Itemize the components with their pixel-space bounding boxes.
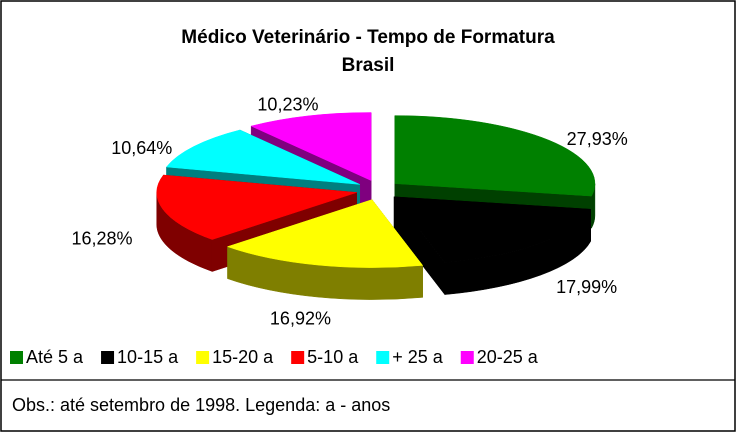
annotation: Obs.: até setembro de 1998. Legenda: a -…	[12, 395, 390, 415]
pie	[156, 112, 596, 300]
legend-swatch	[196, 351, 210, 364]
legend-label: Até 5 a	[26, 347, 84, 367]
slice	[156, 174, 357, 240]
legend-label: 5-10 a	[307, 347, 359, 367]
slice	[393, 196, 592, 263]
data-label: 27,93%	[567, 129, 628, 149]
slice	[165, 129, 360, 185]
legend-label: 15-20 a	[212, 347, 274, 367]
legend-label: + 25 a	[392, 347, 444, 367]
data-label: 16,92%	[270, 309, 331, 329]
legend: Até 5 a 10-15 a 15-20 a 5-10 a + 25 a 20-25 a	[10, 347, 539, 367]
data-label: 17,99%	[556, 277, 617, 297]
legend-swatch	[291, 351, 305, 364]
chart-subtitle: Brasil	[342, 55, 395, 76]
legend-label: 20-25 a	[477, 347, 539, 367]
data-label: 10,23%	[257, 94, 318, 114]
chart-title: Médico Veterinário - Tempo de Formatura	[181, 27, 555, 48]
data-label: 16,28%	[71, 229, 132, 249]
data-label: 10,64%	[111, 138, 172, 158]
legend-swatch	[101, 351, 115, 364]
legend-label: 10-15 a	[117, 347, 179, 367]
legend-swatch	[460, 351, 474, 364]
slice	[394, 115, 596, 197]
legend-swatch	[376, 351, 390, 364]
legend-swatch	[10, 351, 23, 364]
slice	[226, 199, 424, 268]
slice	[250, 112, 372, 181]
